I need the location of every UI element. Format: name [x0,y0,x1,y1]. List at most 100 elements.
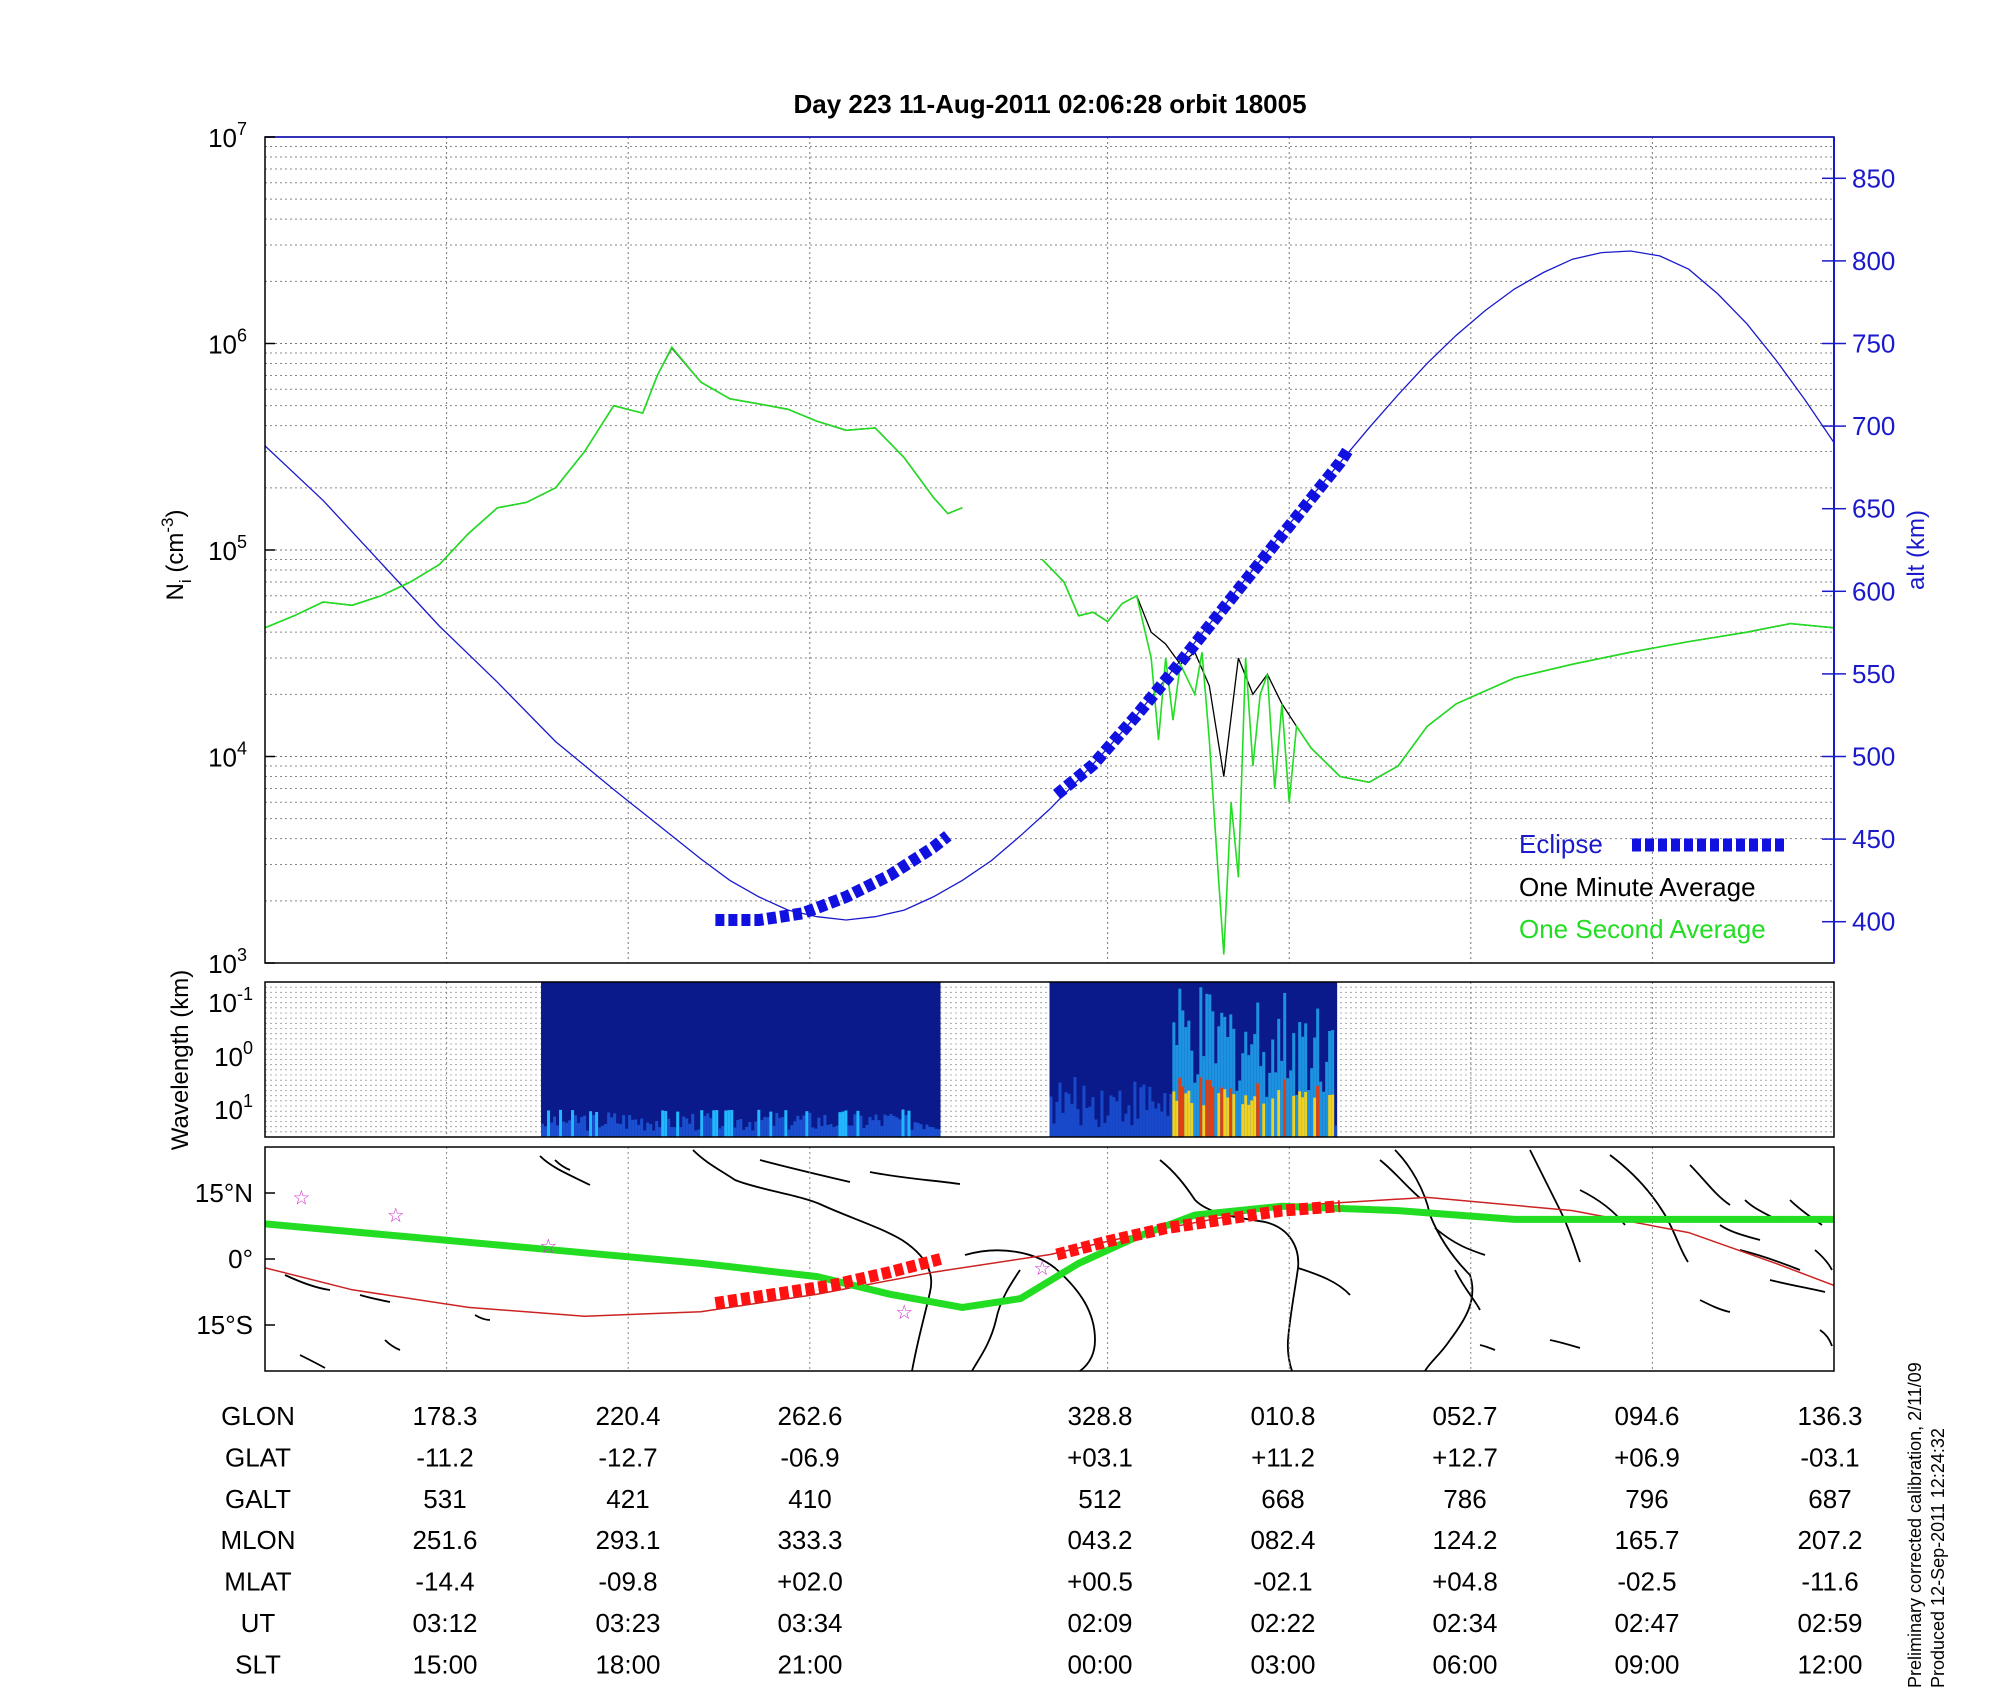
ephemeris-cell: -02.1 [1253,1567,1312,1597]
ephemeris-cell: 165.7 [1614,1525,1679,1555]
spectrogram-column [859,1115,863,1137]
spectrogram-column [598,1127,602,1137]
spectrogram-column [718,1128,722,1137]
spectrogram-hot-column [1172,1091,1176,1137]
spectrogram-column [1130,1125,1134,1137]
spectrogram-column [1184,1027,1188,1137]
ephemeris-cell: 668 [1261,1484,1304,1514]
spectrogram-hot-column [1232,1094,1236,1137]
density-grid [265,137,1834,963]
spectrogram-column [1313,1037,1317,1137]
spectrogram-column [1109,1095,1113,1137]
spectrogram-column [622,1115,626,1137]
star-marker: ☆ [292,1187,310,1209]
alt-y-tick-label: 450 [1852,824,1895,854]
spectrogram-column [1079,1125,1083,1137]
ephemeris-cell: 03:00 [1250,1649,1315,1679]
spectrogram-column [592,1114,596,1137]
spectrogram-column [727,1110,731,1137]
ephemeris-cell: 043.2 [1067,1525,1132,1555]
spectrogram-column [1088,1106,1092,1137]
alt-y-tick-label: 700 [1852,411,1895,441]
spectrogram-hot-column [1205,1079,1209,1137]
ephemeris-table: GLON GLAT GALT MLON MLAT UT SLT 178.3 -11.2 531 25… [220,1401,1862,1679]
alt-y-tick-label: 600 [1852,576,1895,606]
spectrogram-column [1268,1072,1272,1137]
spectrogram-column [799,1119,803,1137]
spectrogram-column [1124,1113,1128,1137]
density-y-label: Ni (cm-3) [158,510,195,601]
spectrogram-column [1307,1090,1311,1137]
spectrogram-column [853,1114,857,1137]
eclipse-path [1053,447,1353,800]
spectrogram-column [1205,993,1209,1137]
ephemeris-cell: -03.1 [1800,1442,1859,1472]
ephemeris-cell: +00.5 [1067,1567,1133,1597]
spectrogram-column [868,1116,872,1137]
spectrogram-column [1244,1031,1248,1137]
ephemeris-cell: 094.6 [1614,1401,1679,1431]
alt-y-ticks: 400 450 500 550 600 650 700 750 800 850 [1822,163,1895,937]
spectrogram-column [646,1122,650,1137]
spectrogram-frame [264,981,1835,1138]
spectrogram-column [808,1112,812,1137]
ephemeris-cell: 512 [1078,1484,1121,1514]
spectrogram-column [1259,1066,1263,1137]
spectrogram-column [643,1130,647,1137]
spectrogram-column [721,1125,725,1137]
spectrogram-column [1133,1081,1137,1137]
spectrogram-hot-column [1211,1086,1215,1137]
spectrogram-column [700,1110,704,1137]
spectrogram-column [1265,1096,1269,1137]
spectrogram-column [688,1123,692,1137]
alt-y-tick-label: 850 [1852,163,1895,193]
alt-y-tick-label: 800 [1852,246,1895,276]
spectrogram-column [733,1127,737,1137]
map-panel: ☆ ☆ ☆ ☆ ☆ 15°N 0° 15°S [195,1146,1835,1372]
density-y-tick-label: 106 [208,326,247,360]
series-line [265,346,963,629]
map-y-ticks: 15°N 0° 15°S [195,1178,275,1340]
spectrogram-column [1292,1033,1296,1137]
ephemeris-cell: -12.7 [598,1442,657,1472]
spectrogram-hot-column [1178,1077,1182,1137]
spectrogram-column [550,1122,554,1137]
spectrogram-column [691,1113,695,1137]
spectrogram-column [1112,1097,1116,1137]
spectrogram-column [1127,1105,1131,1137]
star-marker: ☆ [387,1205,405,1227]
spectrogram-column [1049,1096,1053,1137]
spectrogram-column [1325,1061,1329,1137]
spectrogram-column [628,1114,632,1137]
ephemeris-cell: 124.2 [1432,1525,1497,1555]
ephemeris-row-label: MLON [220,1525,295,1555]
density-y-tick-label: 103 [208,945,247,979]
spectrogram-column [1220,1012,1224,1137]
spectrogram-hot-column [1316,1085,1320,1137]
spectrogram-column [757,1109,761,1137]
spectrogram-column [1064,1092,1068,1137]
spectrogram-column [760,1120,764,1137]
spectrogram-column [586,1130,590,1137]
spectrogram-column [1316,1008,1320,1137]
spectrogram-column [1280,1060,1284,1137]
eclipse-path [715,831,952,926]
map-tracks: ☆ ☆ ☆ ☆ ☆ [265,1187,1834,1324]
spectrogram-column [847,1125,851,1137]
spectrogram-column [901,1109,905,1137]
spectrogram-column [616,1123,620,1137]
spectrogram-column [1187,1020,1191,1137]
ephemeris-cell: -02.5 [1617,1567,1676,1597]
spectrogram-column [1283,992,1287,1137]
spectrogram-column [595,1111,599,1137]
spectrogram-column [739,1119,743,1137]
spectrogram-column [1139,1087,1143,1137]
ephemeris-cell: 03:12 [412,1608,477,1638]
spectrogram-column [1154,1108,1158,1137]
spectrogram-grid [265,982,1834,1137]
series-line [265,345,963,629]
density-panel: 103 104 105 106 107 400 450 500 550 600 650 700 750… [158,119,1930,979]
spectrogram-hot-column [1331,1094,1335,1137]
spectrogram-column [1181,1010,1185,1137]
